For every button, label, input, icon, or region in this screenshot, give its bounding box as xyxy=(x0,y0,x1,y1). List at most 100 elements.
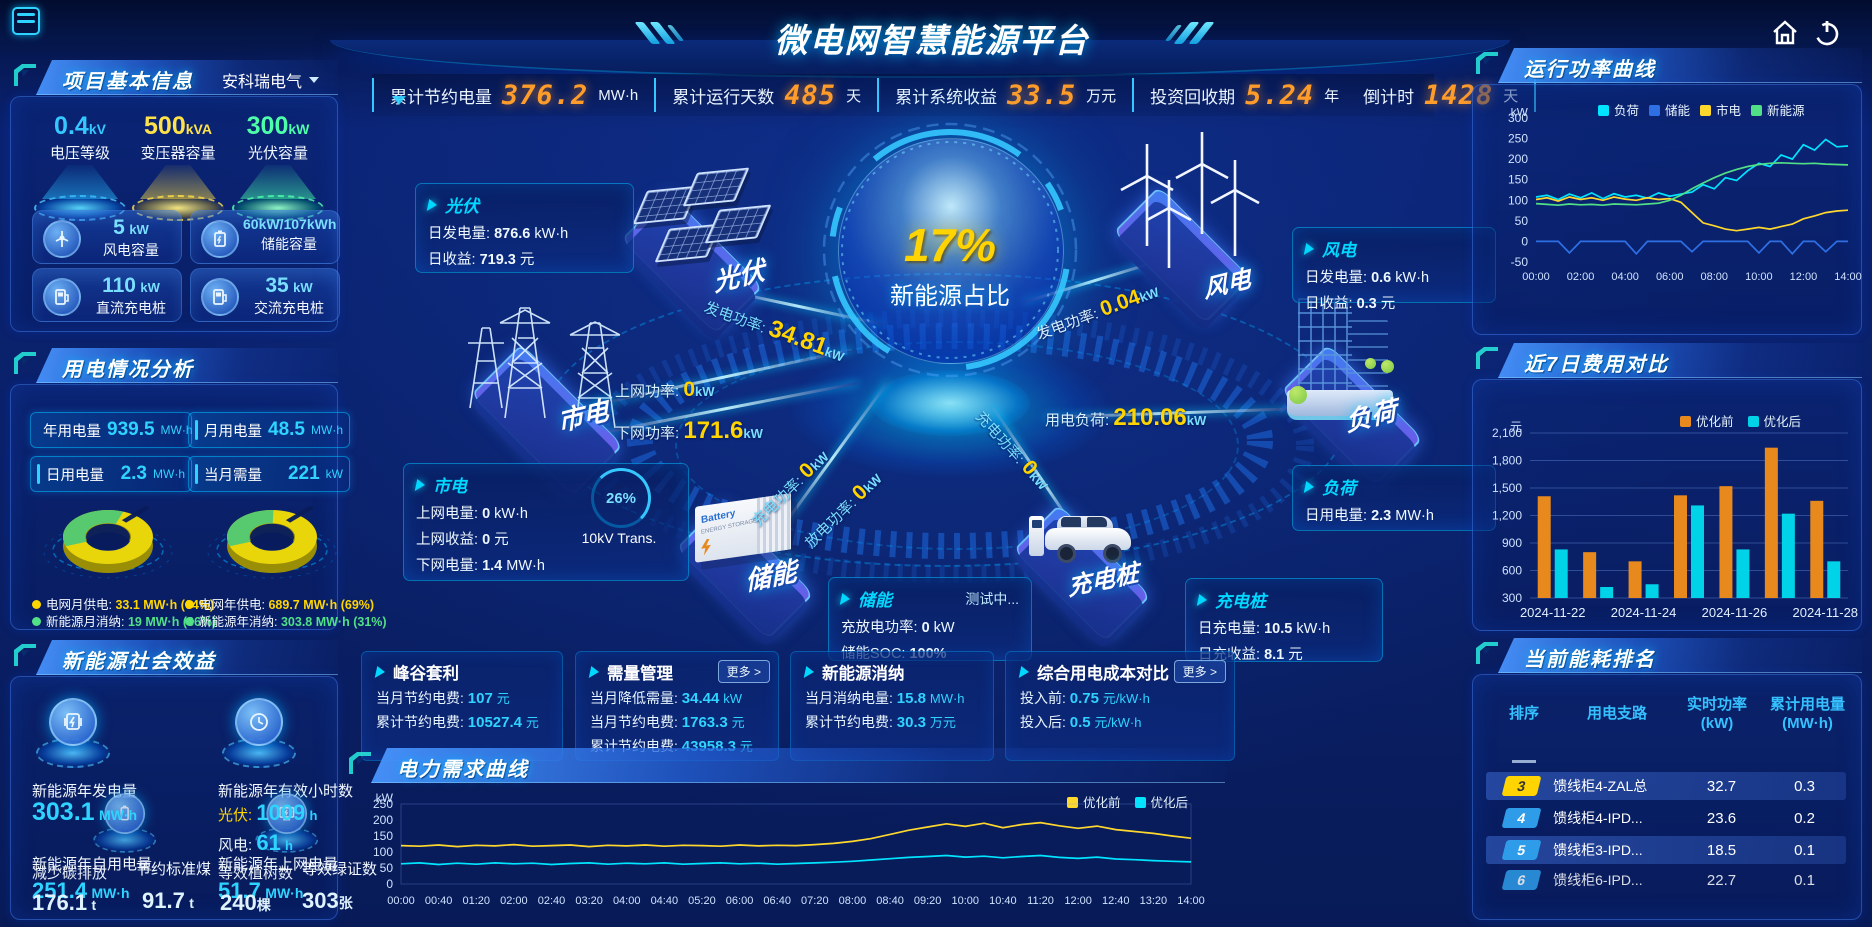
clock-pedestal-icon xyxy=(222,698,296,768)
donut-year-supply xyxy=(207,505,337,579)
svg-text:2024-11-28: 2024-11-28 xyxy=(1793,605,1859,620)
benefit-label: 等效绿证数 xyxy=(302,861,378,878)
stat-month-demand: 当月需量 221 kW xyxy=(188,456,350,492)
benefit-value: 51.7 MW·h xyxy=(218,878,304,903)
power-legend: 负荷 储能 市电 新能源 xyxy=(1598,100,1805,119)
stat-system-revenue: 累计系统收益 33.5 万元 xyxy=(877,78,1132,112)
title-decor-left xyxy=(634,22,685,44)
donut-month-supply xyxy=(43,505,173,579)
col-header-power: 实时功率 (kW) xyxy=(1686,696,1747,732)
svg-text:08:40: 08:40 xyxy=(876,895,904,907)
card-demand-mgmt: 需量管理 更多 > 当月降低需量: 34.44 kW 当月节约电费: 1763.… xyxy=(575,651,779,761)
capacity-storage: 60kW/107kWh 储能容量 xyxy=(190,210,340,264)
panel-title: 电力需求曲线 xyxy=(397,759,529,781)
company-select[interactable]: 安科瑞电气 xyxy=(222,68,320,92)
svg-text:10:00: 10:00 xyxy=(952,895,980,907)
benefit-value: 303.1 MW·h xyxy=(32,798,138,826)
rank-badge: 6 xyxy=(1501,870,1542,890)
transformer-label: 10kV Trans. xyxy=(581,530,657,546)
more-button[interactable]: 更多 > xyxy=(717,660,770,683)
card-peak-valley: 峰谷套利 当月节约电费: 107 元 累计节约电费: 10527.4 元 xyxy=(361,651,563,761)
benefit-pv-hours: 光伏: 1009 h xyxy=(218,800,318,825)
table-row[interactable]: 5 馈线柜3-IPD... 18.5 0.1 xyxy=(1486,836,1846,864)
benefit-value: 240棵 xyxy=(220,890,271,915)
title-decor-right xyxy=(1164,22,1215,44)
microgrid-topology-scene: 17% 新能源占比 光伏 风电 市电 Batte xyxy=(345,108,1496,663)
svg-text:03:20: 03:20 xyxy=(575,895,603,907)
stat-day-usage: 日用电量 2.3 MW·h xyxy=(30,456,192,492)
svg-text:06:00: 06:00 xyxy=(1656,271,1684,283)
svg-text:02:00: 02:00 xyxy=(500,895,528,907)
battery-pedestal-icon xyxy=(93,793,157,853)
panel-corner-icon xyxy=(1474,50,1500,76)
svg-text:08:00: 08:00 xyxy=(839,895,867,907)
capacity-ac-charger: 35 kW 交流充电桩 xyxy=(190,268,340,322)
benefit-value: 176.1 t xyxy=(32,890,97,915)
panel-project-info: 项目基本信息 安科瑞电气 0.4kV 电压等级 500kVA 变压器容量 300… xyxy=(10,60,340,332)
stat-running-days: 累计运行天数 485 天 xyxy=(654,78,877,112)
card-cost-compare: 综合用电成本对比 更多 > 投入前: 0.75 元/kW·h 投入后: 0.5 … xyxy=(1005,651,1235,761)
panel-corner-icon xyxy=(347,750,373,776)
panel-title: 当前能耗排名 xyxy=(1524,649,1656,671)
svg-text:00:40: 00:40 xyxy=(425,895,453,907)
chevron-down-icon xyxy=(309,77,320,83)
stat-saved-energy: 累计节约电量 376.2 MW·h xyxy=(372,78,654,112)
power-curve-chart: 300 250 200 150 100 50 0 -50 kW 00:00 02:00 04:00 06… xyxy=(1508,108,1862,283)
panel-energy-ranking: 当前能耗排名 排序 用电支路 实时功率 (kW) 累计用电量 (MW·h) 3 馈线… xyxy=(1472,638,1862,920)
panel-title: 运行功率曲线 xyxy=(1524,59,1656,81)
svg-text:150: 150 xyxy=(373,829,393,843)
table-row[interactable]: 6 馈线柜6-IPD... 22.7 0.1 xyxy=(1486,868,1846,892)
light-cone xyxy=(140,165,216,199)
svg-text:0: 0 xyxy=(1521,234,1528,248)
spotlight-pv: 300kW 光伏容量 xyxy=(230,112,326,221)
table-row[interactable]: 3 馈线柜4-ZAL总 32.7 0.3 xyxy=(1486,772,1846,800)
table-row[interactable]: 4 馈线柜4-IPD... 23.6 0.2 xyxy=(1486,804,1846,832)
svg-text:10:00: 10:00 xyxy=(1745,271,1773,283)
app-logo-icon[interactable] xyxy=(12,7,40,35)
power-icon[interactable] xyxy=(1810,16,1844,50)
svg-text:250: 250 xyxy=(373,797,393,811)
collapse-arrow-icon[interactable] xyxy=(392,96,406,105)
svg-text:02:40: 02:40 xyxy=(538,895,566,907)
wind-info-card: 风电 日发电量: 0.6 kW·h 日收益: 0.3 元 xyxy=(1292,227,1496,312)
svg-text:250: 250 xyxy=(1508,132,1528,146)
svg-text:50: 50 xyxy=(380,861,394,875)
light-cone xyxy=(240,165,316,199)
benefit-label: 节约标准煤 xyxy=(136,861,212,878)
svg-text:100: 100 xyxy=(1508,193,1528,207)
benefit-label: 减少碳排放 xyxy=(32,865,108,882)
more-button[interactable]: 更多 > xyxy=(1173,660,1226,683)
cost-compare-chart: 2,100 1,800 1,500 1,200 900 600 300 元 2024-11-22… xyxy=(1492,420,1859,620)
svg-text:元: 元 xyxy=(1510,420,1522,434)
panel-title: 新能源社会效益 xyxy=(62,651,216,673)
dc-charger-icon xyxy=(43,278,81,316)
renewable-share-value: 17% xyxy=(903,219,997,271)
svg-text:12:00: 12:00 xyxy=(1064,895,1092,907)
flow-grid-export: 上网功率: 0kW xyxy=(615,378,715,401)
panel-title: 用电情况分析 xyxy=(62,359,194,381)
benefit-label: 新能源年上网电量 xyxy=(218,856,339,873)
renewable-share-label: 新能源占比 xyxy=(890,283,1010,310)
svg-text:00:00: 00:00 xyxy=(1522,271,1550,283)
panel-corner-icon xyxy=(12,62,38,88)
svg-text:12:00: 12:00 xyxy=(1790,271,1818,283)
panel-corner-icon xyxy=(1474,345,1500,371)
capacity-dc-charger: 110 kW 直流充电桩 xyxy=(32,268,182,322)
wind-turbines-icon xyxy=(1120,132,1260,268)
transformer-gauge: 26% xyxy=(591,468,651,528)
svg-text:02:00: 02:00 xyxy=(1567,271,1595,283)
rank-badge: 4 xyxy=(1501,808,1542,828)
svg-text:04:00: 04:00 xyxy=(1611,271,1639,283)
svg-text:0: 0 xyxy=(386,877,393,891)
benefit-value: 303张 xyxy=(302,888,353,913)
scroll-indicator xyxy=(1512,760,1536,763)
flow-load-power: 用电负荷: 210.06kW xyxy=(1045,404,1207,431)
svg-text:1,800: 1,800 xyxy=(1492,454,1522,468)
home-icon[interactable] xyxy=(1768,16,1802,50)
svg-text:600: 600 xyxy=(1502,564,1522,578)
power-towers-icon xyxy=(468,307,621,429)
light-cone xyxy=(42,165,118,199)
benefit-wind-hours: 风电: 61 h xyxy=(218,830,293,855)
svg-text:1,500: 1,500 xyxy=(1492,481,1522,495)
panel-usage-analysis: 用电情况分析 年用电量 939.5 MW·h 月用电量 48.5 MW·h 日用电量 2.… xyxy=(10,348,387,630)
